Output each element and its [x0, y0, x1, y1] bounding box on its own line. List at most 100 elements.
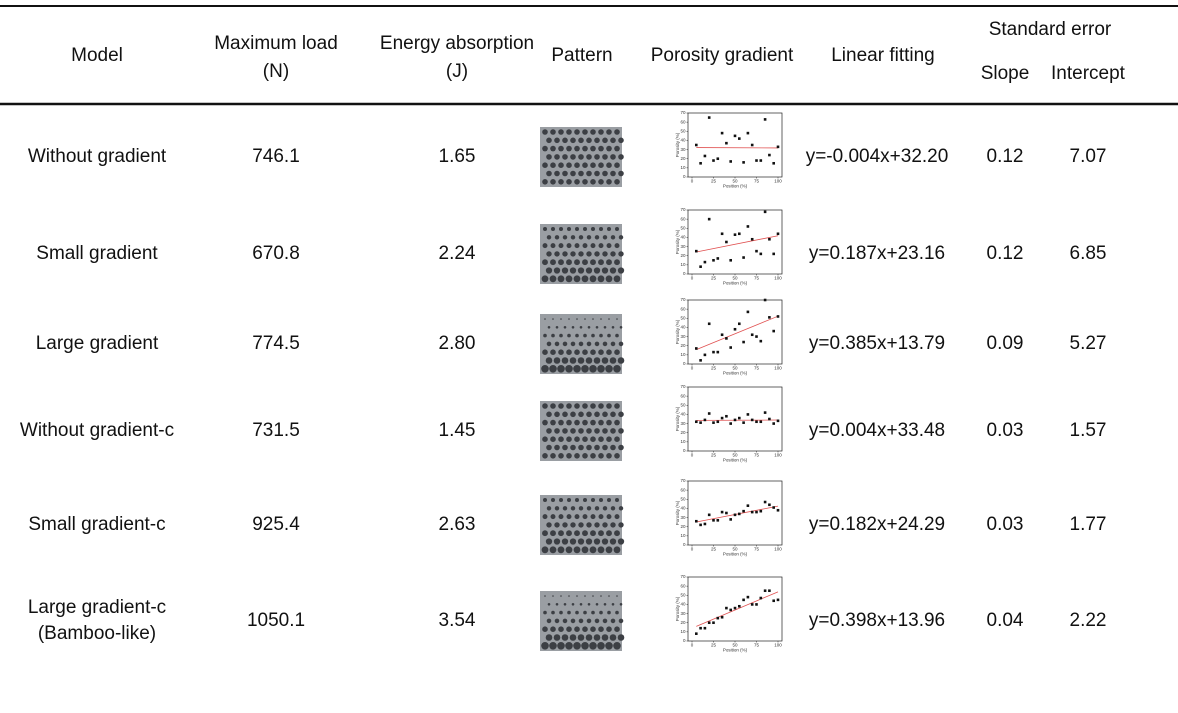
data-point [734, 233, 737, 236]
y-axis-label: Porosity (%) [675, 229, 680, 254]
pattern-image [540, 224, 624, 284]
pattern-cell [581, 642, 589, 650]
pattern-cell [546, 522, 551, 527]
pattern-cell [590, 546, 597, 553]
pattern-cell [558, 453, 564, 459]
pattern-cell [570, 267, 576, 273]
pattern-cell [604, 326, 607, 329]
pattern-cell [570, 445, 576, 451]
pattern-cell [583, 227, 587, 231]
data-point [704, 261, 707, 264]
x-tick-label: 25 [711, 366, 717, 371]
pattern-cell [566, 146, 572, 152]
data-point [704, 523, 707, 526]
data-point [717, 617, 720, 620]
data-point [747, 504, 750, 507]
pattern-cell [574, 546, 581, 553]
pattern-cell [582, 349, 588, 355]
y-tick-label: 40 [680, 325, 686, 330]
pattern-cell [565, 642, 573, 650]
pattern-cell [551, 611, 555, 615]
pattern-cell [574, 436, 580, 442]
pattern-cell [570, 428, 576, 434]
data-point [729, 609, 732, 612]
pattern-cell [618, 357, 625, 364]
pattern-cell [597, 365, 605, 373]
table: Model Maximum load (N) Energy absorption… [0, 0, 1178, 708]
pattern-cell [562, 428, 568, 434]
pattern-cell [555, 342, 560, 347]
plot-frame [688, 210, 782, 274]
data-point [747, 596, 750, 599]
pattern-cell [597, 642, 605, 650]
pattern-cell [546, 267, 552, 273]
y-tick-label: 10 [680, 262, 686, 267]
pattern-cell [557, 365, 565, 373]
pattern-cell [610, 538, 616, 544]
pattern-cell [566, 349, 572, 355]
pattern-cell [554, 154, 560, 160]
pattern-cell [599, 227, 603, 231]
pattern-cell [610, 357, 617, 364]
y-axis-label: Porosity (%) [675, 132, 680, 157]
pattern-cell [608, 595, 610, 597]
data-point [695, 250, 698, 253]
model-name: Large gradient [36, 333, 159, 354]
pattern-cell [619, 506, 623, 510]
data-point [725, 512, 728, 515]
pattern-cell [550, 403, 556, 409]
pattern-cell [572, 603, 575, 606]
data-point [712, 159, 715, 162]
pattern-cell [615, 243, 620, 248]
model-name: (Bamboo-like) [38, 623, 156, 644]
pattern-cell [578, 412, 584, 418]
pattern-cell [584, 318, 586, 320]
pattern-cell [594, 154, 600, 160]
pattern-cell [600, 318, 602, 320]
pattern-cell [558, 275, 565, 282]
pattern-cell [588, 603, 591, 606]
data-point [772, 506, 775, 509]
pattern-cell [546, 138, 552, 144]
header-porosity: Porosity gradient [651, 45, 794, 66]
data-point [768, 316, 771, 319]
pattern-image [540, 127, 624, 187]
y-tick-label: 20 [680, 156, 686, 161]
pattern-cell [614, 453, 620, 459]
data-point [721, 132, 724, 135]
pattern-cell [541, 365, 549, 373]
pattern-cell [568, 595, 570, 597]
data-point [721, 511, 724, 514]
pattern-cell [612, 326, 615, 329]
data-point [708, 412, 711, 415]
data-point [742, 161, 745, 164]
header-model: Model [71, 45, 123, 66]
pattern-cell [582, 403, 588, 409]
pattern-cell [550, 546, 557, 553]
pattern-cell [583, 243, 588, 248]
data-point [738, 137, 741, 140]
y-tick-label: 40 [680, 138, 686, 143]
pattern-cell [542, 626, 548, 632]
pattern-cell [603, 342, 608, 347]
pattern-cell [613, 642, 621, 650]
pattern-cell [558, 259, 564, 265]
pattern-cell [542, 349, 548, 355]
data-point [777, 509, 780, 512]
data-point [704, 627, 707, 630]
pattern-cell [619, 342, 624, 347]
pattern-cell [584, 595, 586, 597]
pattern-cell [570, 138, 576, 144]
x-axis-label: Position (%) [723, 371, 748, 376]
pattern-cell [559, 514, 564, 519]
data-point [725, 607, 728, 610]
pattern-cell [574, 349, 580, 355]
pattern-cell [563, 506, 567, 510]
pattern-cell [607, 334, 611, 338]
x-axis-label: Position (%) [723, 458, 748, 463]
pattern-cell [614, 420, 620, 426]
pattern-cell [546, 251, 551, 256]
data-point [751, 511, 754, 514]
data-point [764, 411, 767, 414]
